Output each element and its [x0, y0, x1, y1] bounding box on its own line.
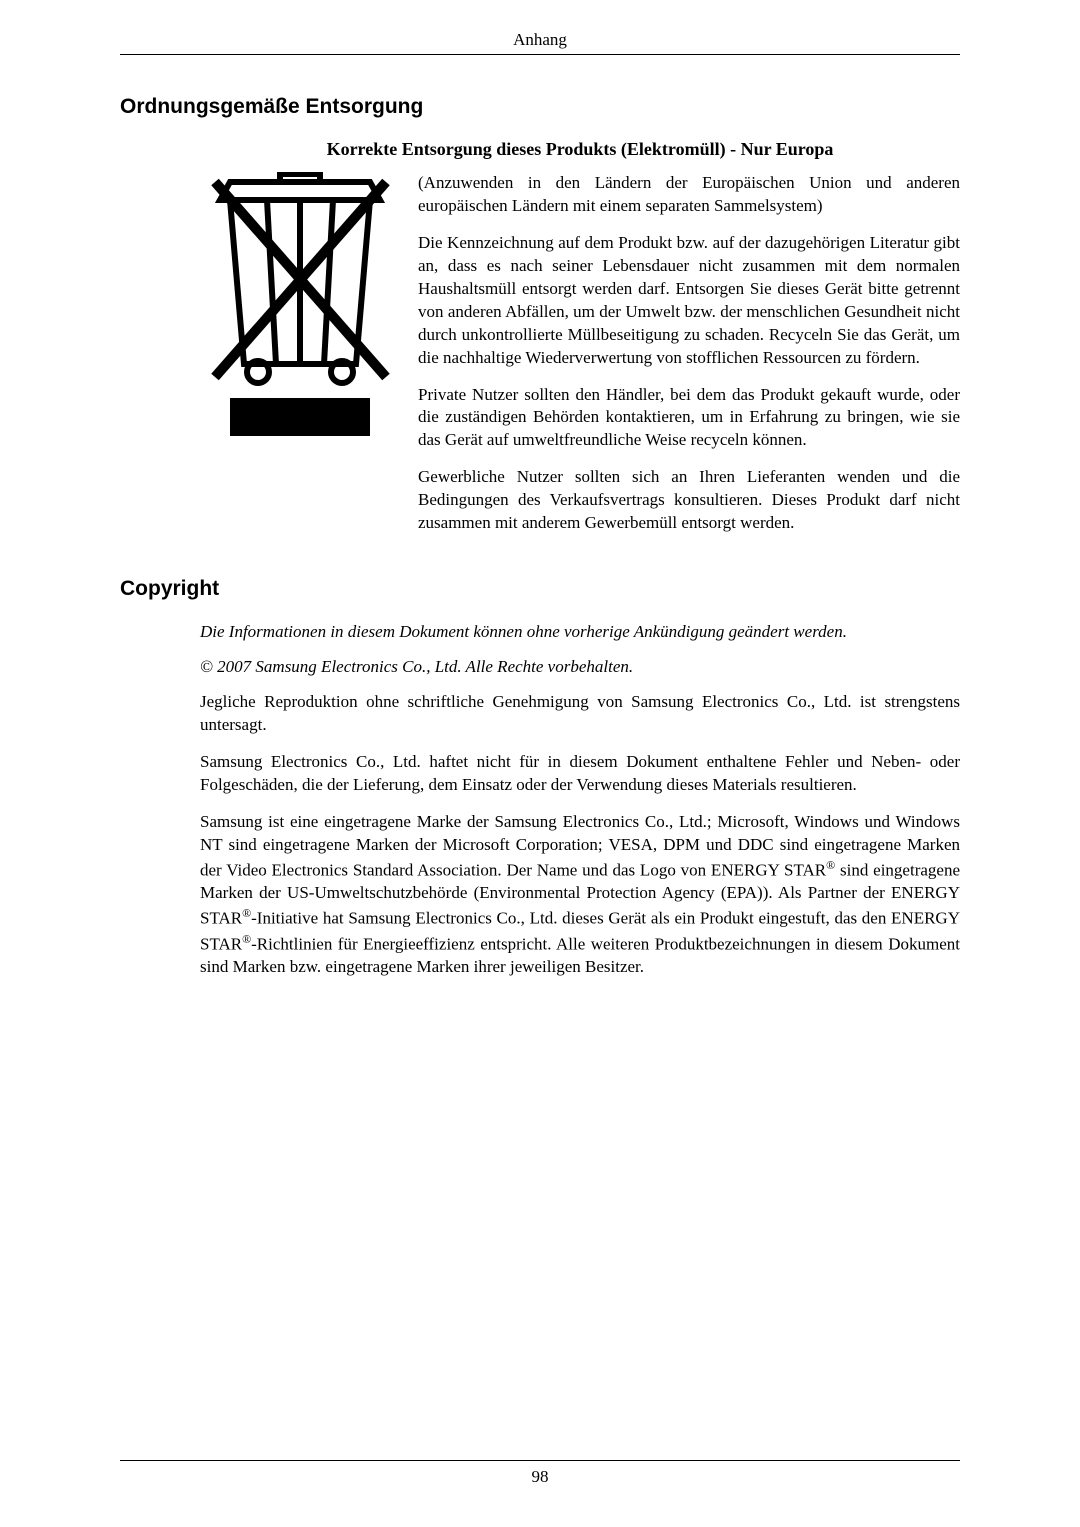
copyright-body: Die Informationen in diesem Dokument kön… [120, 621, 960, 979]
copyright-para-1: Jegliche Reproduktion ohne schriftliche … [200, 691, 960, 737]
copyright-italic-1: Die Informationen in diesem Dokument kön… [200, 621, 960, 644]
page-header: Anhang [120, 30, 960, 55]
disposal-para-2: Die Kennzeichnung auf dem Produkt bzw. a… [418, 232, 960, 370]
icon-column [200, 172, 400, 549]
copyright-para-3: Samsung ist eine eingetragene Marke der … [200, 811, 960, 980]
disposal-text-column: (Anzuwenden in den Ländern der Europäisc… [418, 172, 960, 549]
disposal-heading: Ordnungsgemäße Entsorgung [120, 95, 960, 119]
page-content: Ordnungsgemäße Entsorgung Korrekte Entso… [120, 95, 960, 1460]
page-number: 98 [532, 1467, 549, 1486]
header-title: Anhang [513, 30, 567, 49]
disposal-subheading: Korrekte Entsorgung dieses Produkts (Ele… [200, 139, 960, 160]
disposal-section: (Anzuwenden in den Ländern der Europäisc… [120, 172, 960, 549]
weee-bin-icon [200, 172, 400, 442]
disposal-para-1: (Anzuwenden in den Ländern der Europäisc… [418, 172, 960, 218]
copyright-para-2: Samsung Electronics Co., Ltd. haftet nic… [200, 751, 960, 797]
disposal-para-4: Gewerbliche Nutzer sollten sich an Ihren… [418, 466, 960, 535]
registered-mark-1: ® [826, 858, 835, 872]
copyright-section: Copyright Die Informationen in diesem Do… [120, 577, 960, 979]
registered-mark-2: ® [242, 906, 251, 920]
registered-mark-3: ® [242, 932, 251, 946]
disposal-para-3: Private Nutzer sollten den Händler, bei … [418, 384, 960, 453]
page-footer: 98 [120, 1460, 960, 1487]
copyright-heading: Copyright [120, 577, 960, 601]
copyright-italic-2: © 2007 Samsung Electronics Co., Ltd. All… [200, 656, 960, 679]
copyright-p3-post: -Richtlinien für Energieeffizienz entspr… [200, 934, 960, 976]
